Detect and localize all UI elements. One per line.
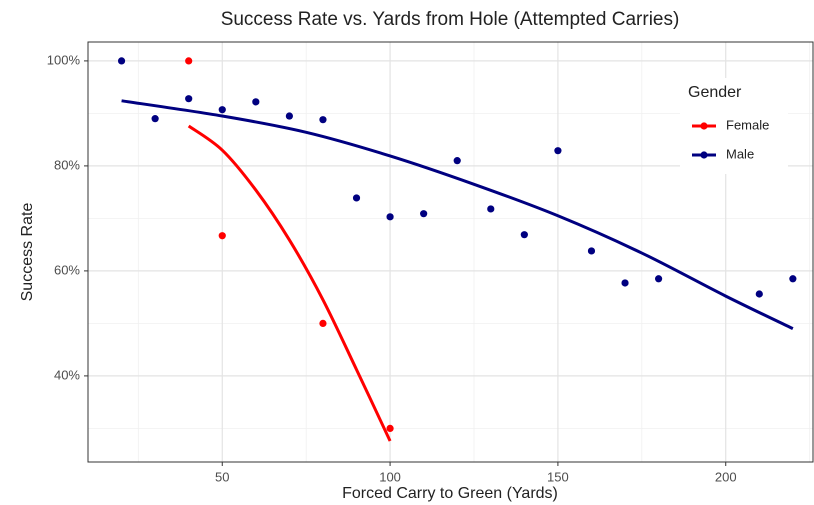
y-tick-label: 100% [47, 52, 81, 67]
data-point [755, 290, 763, 298]
data-point [185, 57, 193, 65]
data-point [319, 319, 327, 327]
y-tick-label: 80% [54, 157, 80, 172]
data-point [621, 279, 629, 287]
legend-marker [700, 122, 708, 130]
x-tick-label: 100 [379, 469, 401, 484]
legend-label: Female [726, 117, 769, 132]
legend-title: Gender [688, 84, 742, 101]
y-tick-label: 40% [54, 367, 80, 382]
data-point [185, 95, 193, 103]
chart-title: Success Rate vs. Yards from Hole (Attemp… [221, 9, 680, 30]
y-axis-title: Success Rate [19, 203, 36, 302]
data-point [218, 106, 226, 114]
legend-marker [700, 151, 708, 159]
data-point [386, 424, 394, 432]
data-point [554, 147, 562, 155]
x-axis-title: Forced Carry to Green (Yards) [342, 485, 558, 502]
x-tick-label: 50 [215, 469, 229, 484]
plot-border [87, 41, 814, 463]
data-point [789, 275, 797, 283]
data-point [218, 232, 226, 240]
data-point [587, 247, 596, 255]
data-point [420, 210, 428, 218]
fit-line [121, 99, 794, 330]
data-point [520, 231, 528, 239]
data-point [352, 194, 361, 202]
data-point [487, 205, 495, 213]
data-point [453, 157, 461, 165]
x-tick-label: 150 [547, 469, 569, 484]
data-point [117, 57, 126, 65]
data-point [252, 98, 260, 106]
data-point [151, 115, 159, 123]
data-point [285, 112, 293, 120]
data-point [386, 213, 394, 221]
y-tick-label: 60% [54, 262, 80, 277]
data-point [655, 275, 663, 283]
fit-line [187, 124, 392, 442]
x-tick-label: 200 [715, 469, 737, 484]
legend-label: Male [726, 146, 754, 161]
data-point [319, 116, 327, 124]
